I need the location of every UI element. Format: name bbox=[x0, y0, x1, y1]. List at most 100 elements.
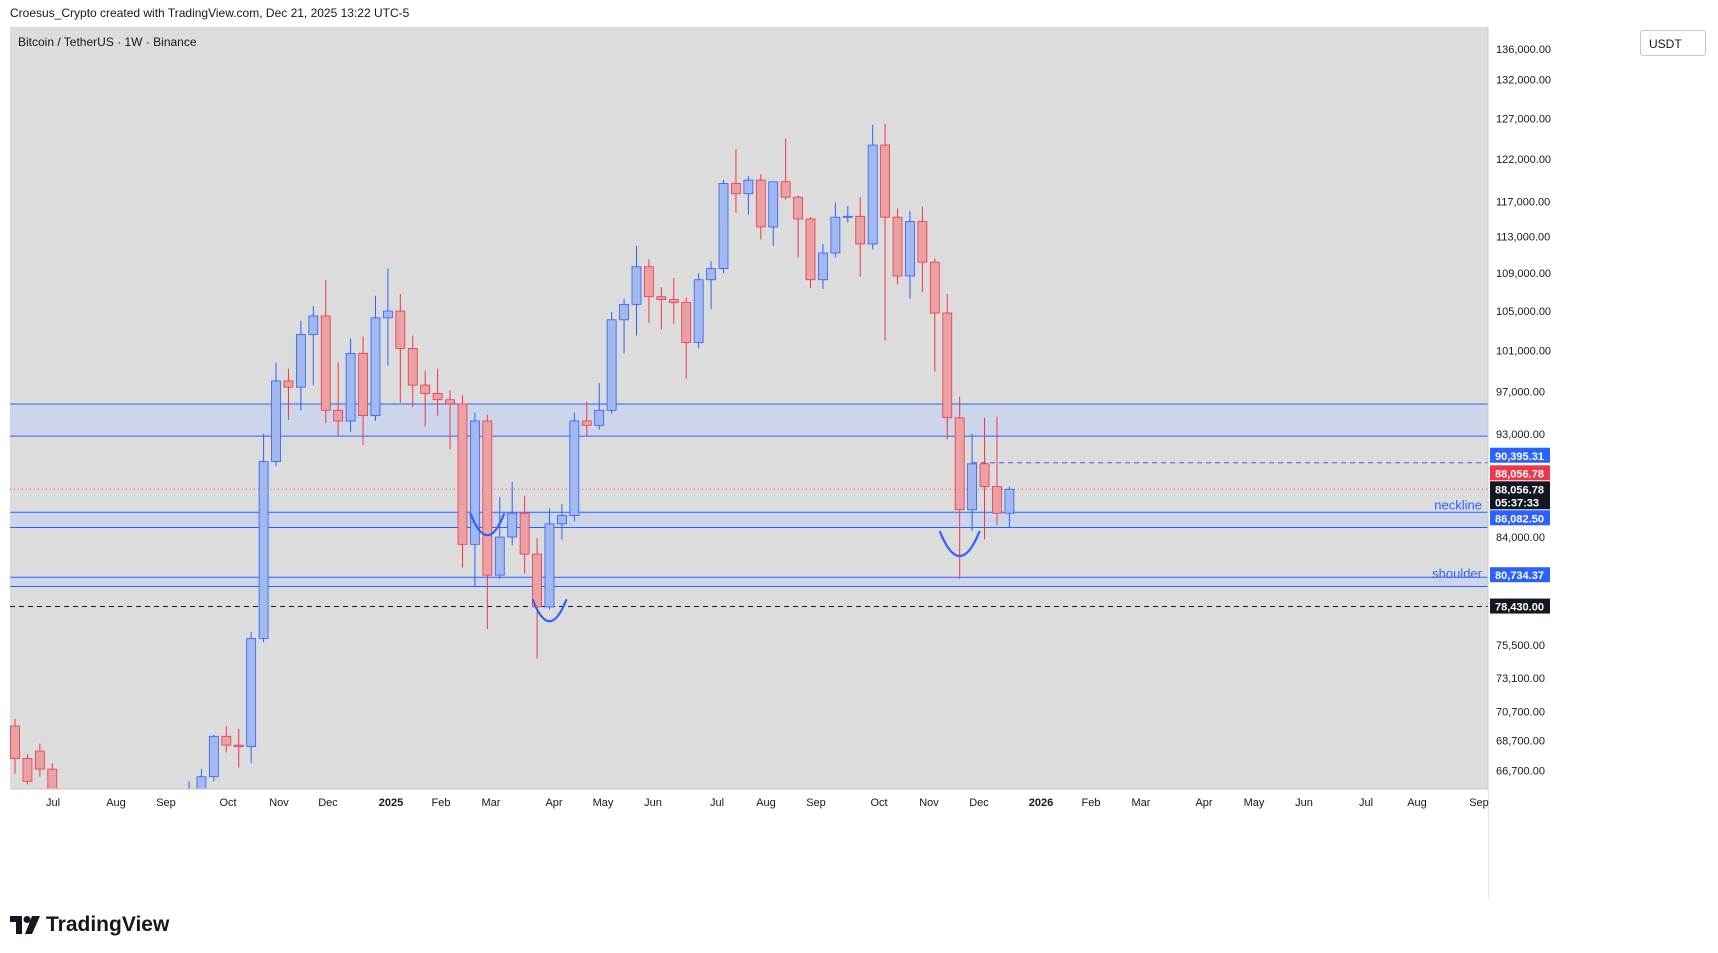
candle-body-65 bbox=[818, 252, 828, 281]
candle-45 bbox=[569, 412, 580, 522]
time-label-4: Nov bbox=[269, 797, 289, 809]
upper-target-tag: 90,395.31 bbox=[1490, 447, 1550, 463]
time-label-8: Mar bbox=[482, 797, 501, 809]
tradingview-logo-icon bbox=[10, 916, 40, 934]
candle-body-42 bbox=[532, 553, 542, 608]
candle-78 bbox=[979, 417, 990, 540]
candle-48 bbox=[606, 312, 617, 414]
candle-body-0 bbox=[10, 725, 20, 759]
candle-body-50 bbox=[631, 266, 642, 305]
candle-76 bbox=[954, 396, 965, 579]
candle-30 bbox=[382, 268, 393, 366]
pattern-arcs-layer bbox=[469, 512, 981, 623]
candle-body-55 bbox=[693, 279, 704, 343]
candle-26 bbox=[333, 362, 344, 437]
last-price-dark-tag: 88,056.78 bbox=[1490, 481, 1550, 497]
candle-body-19 bbox=[246, 638, 257, 748]
time-label-14: Sep bbox=[806, 797, 826, 809]
candle-53 bbox=[668, 277, 679, 324]
time-label-9: Apr bbox=[545, 797, 562, 809]
candle-body-24 bbox=[308, 315, 319, 335]
price-label-7: 105,000.00 bbox=[1496, 306, 1551, 318]
pattern-arc-1 bbox=[531, 598, 568, 623]
candle-73 bbox=[917, 206, 928, 292]
time-label-11: Jun bbox=[644, 797, 662, 809]
candle-body-23 bbox=[295, 334, 306, 388]
candle-body-57 bbox=[718, 183, 729, 269]
pattern-arc-0 bbox=[469, 512, 506, 537]
candle-body-78 bbox=[979, 463, 990, 487]
candle-body-15 bbox=[196, 776, 207, 790]
brand-logo[interactable]: TradingView bbox=[10, 913, 169, 937]
candle-body-61 bbox=[768, 181, 779, 228]
candle-69 bbox=[867, 124, 878, 250]
support-price-tag-text: 78,430.00 bbox=[1495, 602, 1544, 614]
candle-body-68 bbox=[855, 215, 866, 245]
time-label-20: Mar bbox=[1132, 797, 1151, 809]
candle-body-52 bbox=[656, 296, 667, 300]
brand-name: TradingView bbox=[46, 913, 170, 936]
time-label-5: Dec bbox=[318, 797, 338, 809]
candle-38 bbox=[482, 414, 493, 630]
candle-22 bbox=[283, 368, 294, 420]
currency-button[interactable]: USDT bbox=[1640, 30, 1706, 56]
candle-body-2 bbox=[34, 750, 45, 770]
candle-75 bbox=[942, 293, 953, 440]
candle-body-66 bbox=[830, 216, 841, 254]
candle-body-18 bbox=[233, 744, 244, 748]
neckline-price-tag: 86,082.50 bbox=[1490, 510, 1550, 526]
candle-51 bbox=[644, 259, 654, 323]
candle-body-58 bbox=[731, 183, 741, 195]
candle-41 bbox=[519, 495, 530, 574]
zone-2 bbox=[10, 577, 1488, 587]
time-label-26: Sep bbox=[1469, 797, 1489, 809]
price-label-13: 73,100.00 bbox=[1496, 673, 1545, 685]
candles-layer bbox=[10, 124, 1015, 898]
candle-70 bbox=[880, 124, 890, 341]
candle-20 bbox=[258, 433, 269, 643]
price-label-15: 68,700.00 bbox=[1496, 736, 1545, 748]
candle-46 bbox=[581, 401, 592, 437]
candlestick-chart[interactable]: neckline shoulder 136,000.00 132,000.00 127… bbox=[10, 27, 1714, 898]
price-label-14: 70,700.00 bbox=[1496, 707, 1545, 719]
candle-66 bbox=[830, 202, 841, 258]
chart-pane[interactable] bbox=[10, 27, 1714, 898]
header-credit: Croesus_Crypto created with TradingView.… bbox=[10, 6, 410, 20]
time-label-7: Feb bbox=[432, 797, 451, 809]
time-label-3: Oct bbox=[219, 797, 236, 809]
time-label-15: Oct bbox=[870, 797, 887, 809]
candle-62 bbox=[780, 138, 791, 200]
zone-1 bbox=[10, 512, 1488, 528]
price-label-4: 117,000.00 bbox=[1496, 196, 1550, 208]
candle-body-26 bbox=[333, 409, 344, 422]
shoulder-label: shoulder bbox=[1432, 566, 1483, 581]
price-label-5: 113,000.00 bbox=[1496, 232, 1550, 244]
candle-body-74 bbox=[929, 261, 940, 314]
candle-59 bbox=[743, 175, 754, 215]
candle-39 bbox=[494, 496, 505, 579]
neckline-price-tag-bg bbox=[1490, 510, 1550, 526]
candle-body-77 bbox=[967, 463, 978, 511]
candle-47 bbox=[594, 383, 605, 430]
candle-body-16 bbox=[208, 735, 219, 778]
shoulder-price-tag: 80,734.37 bbox=[1490, 567, 1550, 583]
candle-body-73 bbox=[917, 221, 928, 263]
candle-52 bbox=[656, 287, 667, 330]
last-price-dark-tag-text: 88,056.78 bbox=[1495, 484, 1544, 496]
candle-body-64 bbox=[805, 218, 816, 281]
time-label-18: 2026 bbox=[1029, 797, 1053, 809]
candle-body-33 bbox=[420, 384, 431, 394]
candle-body-56 bbox=[706, 268, 716, 281]
time-label-17: Dec bbox=[969, 797, 989, 809]
candle-42 bbox=[532, 538, 542, 659]
price-label-3: 122,000.00 bbox=[1496, 154, 1551, 166]
candle-21 bbox=[271, 362, 281, 467]
time-label-0: Jul bbox=[46, 797, 60, 809]
candle-64 bbox=[805, 217, 816, 289]
candle-61 bbox=[768, 181, 779, 246]
price-label-10: 93,000.00 bbox=[1496, 429, 1545, 441]
candle-body-72 bbox=[905, 221, 915, 277]
candle-36 bbox=[457, 395, 468, 568]
candle-body-31 bbox=[395, 310, 406, 349]
time-label-6: 2025 bbox=[379, 797, 403, 809]
